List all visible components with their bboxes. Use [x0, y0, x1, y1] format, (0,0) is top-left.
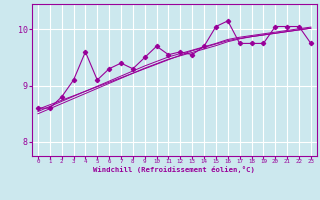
X-axis label: Windchill (Refroidissement éolien,°C): Windchill (Refroidissement éolien,°C): [93, 166, 255, 173]
